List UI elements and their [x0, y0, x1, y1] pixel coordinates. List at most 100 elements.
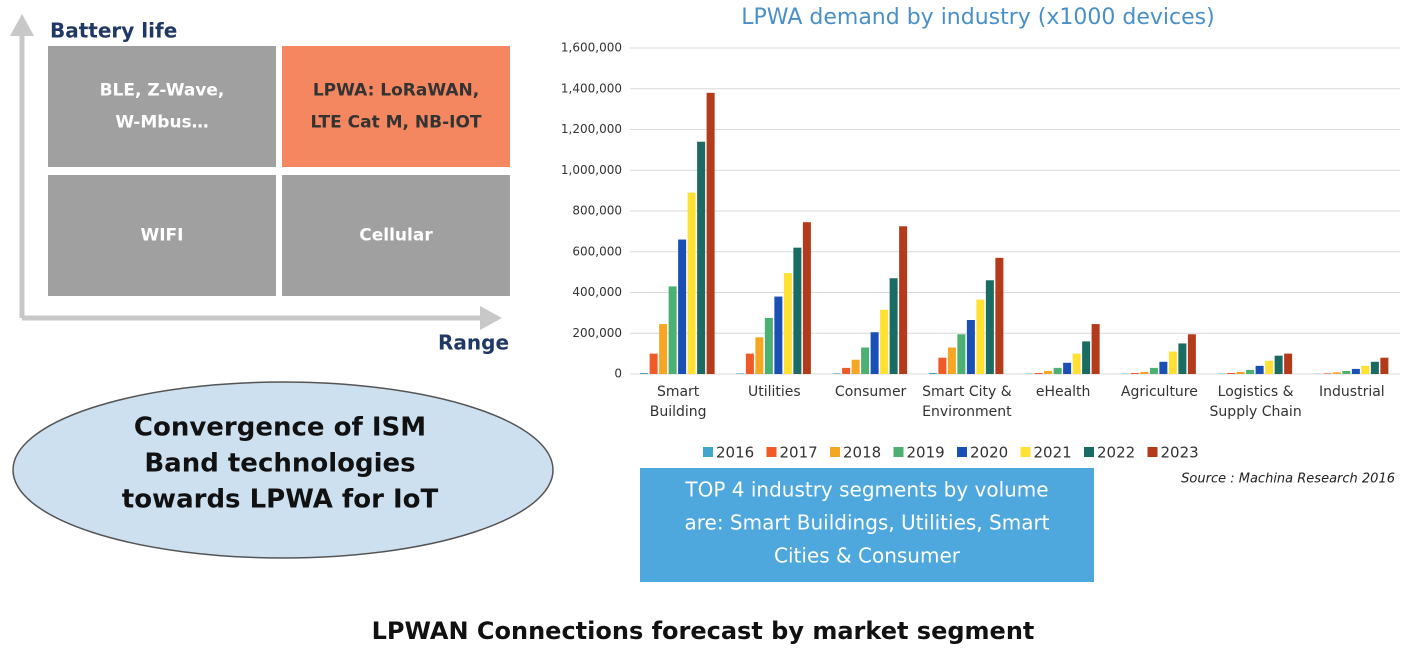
legend-label: 2019 — [907, 444, 945, 462]
bar — [1187, 334, 1196, 374]
bar — [1351, 368, 1360, 374]
y-tick-label: 1,600,000 — [561, 41, 622, 55]
quadrant-label: LPWA: LoRaWAN, — [313, 81, 479, 101]
bar — [1034, 372, 1043, 374]
legend-label: 2017 — [780, 444, 818, 462]
ellipse — [12, 381, 554, 559]
bar — [1265, 360, 1274, 374]
bar — [861, 347, 870, 374]
legend-label: 2016 — [716, 444, 754, 462]
y-tick-label: 400,000 — [572, 285, 622, 299]
bar — [1063, 362, 1072, 374]
legend-swatch — [1147, 447, 1158, 457]
bar — [966, 320, 975, 374]
quadrant — [48, 46, 276, 167]
source: Source : Machina Research 2016 — [1181, 472, 1395, 487]
bar — [1227, 372, 1236, 374]
x-tick-label: Smart City & Environment — [922, 384, 1012, 420]
bar — [687, 192, 696, 374]
bar — [764, 317, 773, 374]
bar — [1140, 371, 1149, 374]
quadrant-label: Cellular — [359, 226, 433, 246]
bar — [793, 247, 802, 374]
bar — [899, 226, 908, 374]
bar — [995, 257, 1004, 374]
ellipse-text: towards LPWA for IoT — [122, 485, 439, 515]
y-tick-label: 200,000 — [572, 326, 622, 340]
x-arrowhead — [480, 306, 502, 330]
bar — [832, 373, 841, 374]
bar — [1361, 365, 1370, 374]
bar — [649, 353, 658, 374]
bar — [1255, 365, 1264, 374]
caption: LPWAN Connections forecast by market seg… — [372, 617, 1035, 645]
bar — [1082, 341, 1091, 374]
legend-swatch — [766, 447, 777, 457]
x-tick-label: Consumer — [834, 384, 907, 400]
quadrant-label: W-Mbus… — [115, 113, 208, 133]
bar — [1044, 370, 1053, 374]
bar — [957, 334, 966, 374]
x-tick-label: Logistics & Supply Chain — [1209, 384, 1302, 420]
x-tick-label: Utilities — [748, 384, 801, 400]
bar — [928, 372, 937, 374]
bar — [889, 278, 898, 374]
y-tick-label: 600,000 — [572, 244, 622, 258]
bar — [842, 367, 851, 374]
y-tick-label: 0 — [614, 367, 622, 381]
ellipse-text: Convergence of ISM — [134, 413, 426, 443]
legend-label: 2020 — [970, 444, 1008, 462]
callout-text: are: Smart Buildings, Utilities, Smart — [684, 511, 1049, 535]
callout-box — [640, 468, 1094, 582]
y-tick-label: 800,000 — [572, 204, 622, 218]
bar — [985, 280, 994, 374]
bar — [783, 273, 792, 374]
bar — [1168, 351, 1177, 374]
bar — [1091, 324, 1100, 374]
x-axis-label: Range — [438, 331, 509, 355]
bar — [1149, 367, 1158, 374]
legend-label: 2022 — [1097, 444, 1135, 462]
callout-text: TOP 4 industry segments by volume — [684, 478, 1048, 502]
bar — [870, 332, 879, 374]
bar — [1380, 357, 1389, 374]
y-tick-label: 1,400,000 — [561, 81, 622, 95]
bar — [1274, 355, 1283, 374]
bar — [640, 372, 649, 374]
bar — [1159, 361, 1168, 374]
bar — [1284, 353, 1293, 374]
chart-title: LPWA demand by industry (x1000 devices) — [741, 5, 1214, 30]
bar — [736, 373, 745, 374]
bar — [802, 222, 811, 374]
quadrant — [48, 175, 276, 296]
bar — [947, 347, 956, 374]
legend-swatch — [830, 447, 840, 457]
legend-label: 2018 — [843, 444, 881, 462]
bar — [1178, 343, 1187, 374]
bar — [1342, 370, 1351, 374]
bar — [1332, 372, 1341, 374]
bar — [659, 324, 668, 374]
legend-label: 2023 — [1161, 444, 1199, 462]
bar — [1130, 372, 1139, 374]
bar — [668, 286, 677, 374]
bar — [938, 357, 947, 374]
quadrant-label: LTE Cat M, NB-IOT — [310, 113, 481, 133]
y-tick-label: 1,000,000 — [561, 163, 622, 177]
bar — [706, 92, 715, 374]
bar — [880, 309, 889, 374]
x-tick-label: Industrial — [1319, 384, 1385, 400]
legend-swatch — [703, 447, 713, 457]
quadrant-label: WIFI — [140, 226, 183, 246]
bar — [1072, 353, 1081, 374]
bar — [678, 239, 687, 374]
quadrant — [282, 175, 510, 296]
bar — [745, 353, 754, 374]
bar — [1370, 361, 1379, 374]
ellipse-text: Band technologies — [144, 449, 415, 479]
y-tick-label: 1,200,000 — [561, 122, 622, 136]
bar — [697, 141, 706, 374]
legend-swatch — [1020, 447, 1031, 457]
